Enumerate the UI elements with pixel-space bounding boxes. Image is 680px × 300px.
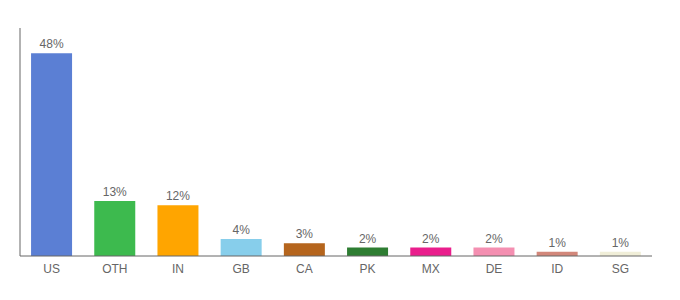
svg-text:13%: 13% [103,185,127,199]
svg-text:2%: 2% [359,232,377,246]
svg-text:DE: DE [486,262,503,276]
svg-text:SG: SG [612,262,629,276]
svg-text:US: US [43,262,60,276]
svg-text:4%: 4% [232,223,250,237]
svg-text:CA: CA [296,262,313,276]
svg-text:OTH: OTH [102,262,127,276]
svg-text:IN: IN [172,262,184,276]
svg-text:48%: 48% [40,37,64,51]
svg-text:12%: 12% [166,189,190,203]
svg-text:2%: 2% [485,232,503,246]
svg-text:MX: MX [422,262,440,276]
svg-text:GB: GB [233,262,250,276]
svg-text:2%: 2% [422,232,440,246]
svg-text:1%: 1% [548,236,566,250]
svg-text:1%: 1% [612,236,630,250]
svg-text:PK: PK [360,262,376,276]
svg-text:3%: 3% [296,227,314,241]
svg-text:ID: ID [551,262,563,276]
